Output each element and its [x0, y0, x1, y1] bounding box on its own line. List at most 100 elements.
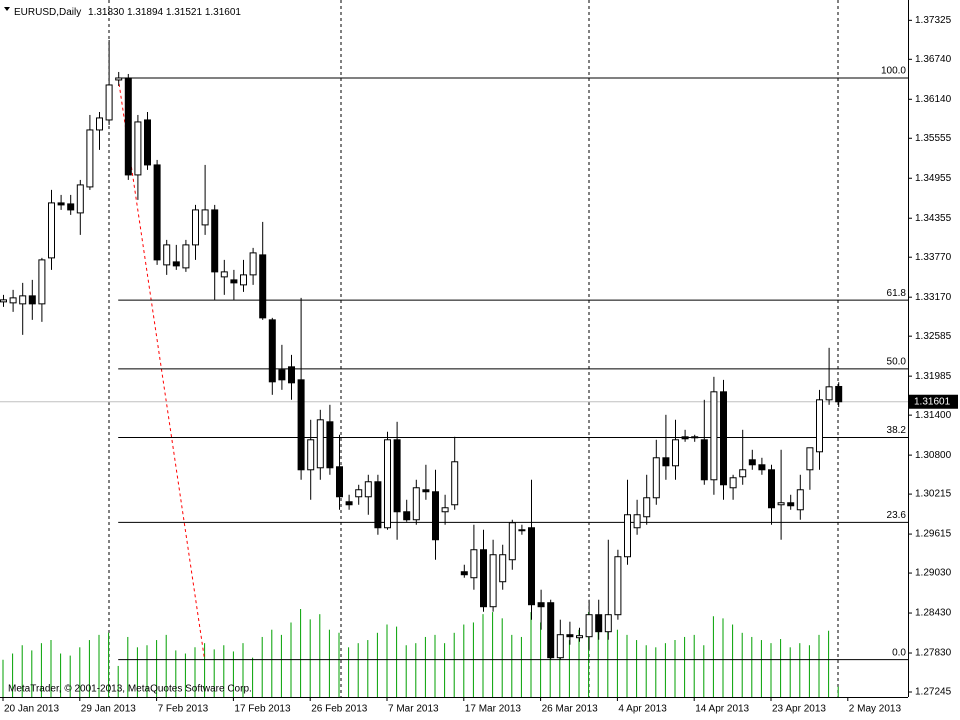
x-tick-label: 17 Feb 2013 [234, 704, 291, 715]
x-tick-label: 7 Mar 2013 [388, 704, 439, 715]
y-tick-label: 1.29030 [915, 568, 952, 579]
y-tick-label: 1.31400 [915, 410, 952, 421]
candle-body [652, 457, 660, 499]
fib-level-label: 61.8 [887, 288, 907, 299]
x-tick-label: 29 Jan 2013 [81, 704, 136, 715]
candle-body [364, 481, 372, 498]
candle-body [835, 385, 843, 403]
price-box-label: 1.31601 [914, 396, 951, 407]
plot: 100.0 61.8 50.0 38.2 23.6 0.0 [0, 39, 908, 697]
candle-body [38, 259, 46, 305]
x-tick-label: 20 Jan 2013 [4, 704, 59, 715]
candle-body [681, 436, 689, 440]
candle-body [230, 279, 238, 284]
header: EURUSD,Daily 1.31830 1.31894 1.31521 1.3… [14, 7, 241, 18]
candle-body [153, 164, 161, 261]
candle-body [595, 614, 603, 633]
y-tick-label: 1.27830 [915, 648, 952, 659]
x-tick-label: 2 May 2013 [849, 704, 902, 715]
candle-body [633, 514, 641, 529]
x-tick-label: 17 Mar 2013 [465, 704, 522, 715]
candle-body [556, 634, 564, 659]
candle-body [422, 489, 430, 493]
candle-body [643, 497, 651, 518]
candle-body [86, 129, 94, 188]
fib-level-label: 100.0 [881, 66, 906, 77]
candle-body [614, 556, 622, 616]
candle-body [624, 514, 631, 558]
x-tick-label: 26 Feb 2013 [311, 704, 368, 715]
candle-body [547, 602, 555, 659]
candle-body [691, 436, 699, 439]
candle-body [748, 459, 756, 466]
candle-body [710, 391, 718, 481]
y-tick-label: 1.29615 [915, 529, 952, 540]
candle-body [115, 77, 123, 81]
candle-body [192, 209, 199, 246]
candle-body [134, 121, 142, 176]
high-label: 1.31894 [127, 7, 164, 18]
candle-body [796, 489, 804, 511]
candle-body [182, 244, 190, 269]
candle-body [384, 439, 391, 529]
candle-body [672, 439, 679, 467]
candle-body [432, 491, 439, 541]
fib-level-label: 38.2 [887, 425, 907, 436]
candle-body [451, 461, 459, 506]
candle-body [268, 319, 276, 383]
low-label: 1.31521 [166, 7, 203, 18]
open-label: 1.31830 [88, 7, 125, 18]
candle-body [124, 77, 132, 176]
y-tick-label: 1.27245 [915, 687, 952, 698]
candle-body [470, 549, 478, 579]
y-tick-label: 1.35555 [915, 133, 952, 144]
candle-body [172, 261, 180, 267]
candle-body [662, 457, 670, 467]
candle-body [9, 297, 17, 304]
candle-body [259, 254, 267, 319]
candle-body [76, 184, 84, 214]
candle-body [508, 522, 516, 561]
price-box [909, 394, 958, 409]
candle-body [393, 439, 401, 513]
candle-body [307, 439, 315, 471]
candle-body [777, 502, 785, 506]
candle-body [537, 602, 545, 608]
y-tick-label: 1.33770 [915, 252, 952, 263]
copyright: MetaTrader, © 2001-2013, MetaQuotes Soft… [8, 684, 252, 695]
candle-body [758, 464, 766, 471]
candle-body [144, 119, 151, 166]
fib-level-label: 23.6 [887, 510, 907, 521]
candle-body [604, 614, 612, 633]
candle-body [585, 614, 593, 638]
candle-body [288, 366, 295, 384]
fib-level-label: 50.0 [887, 356, 907, 367]
candle-body [700, 439, 708, 481]
candle-body [528, 527, 535, 606]
candle-body [499, 554, 507, 583]
x-tick-label: 7 Feb 2013 [158, 704, 209, 715]
candle-body [518, 529, 526, 532]
candle-body [163, 244, 171, 266]
y-tick-label: 1.32585 [915, 331, 952, 342]
fib-level-label: 0.0 [892, 647, 906, 658]
menu-arrow[interactable] [4, 7, 10, 11]
symbol: EURUSD,Daily [14, 7, 81, 18]
candle-body [105, 84, 113, 121]
x-tick-label: 14 Apr 2013 [695, 704, 749, 715]
y-tick-label: 1.34955 [915, 173, 952, 184]
candle-body [201, 209, 209, 226]
candle-body [489, 554, 497, 608]
candle-body [28, 295, 36, 305]
candle-body [720, 391, 727, 486]
y-tick-label: 1.36140 [915, 94, 952, 105]
y-tick-label: 1.28430 [915, 608, 952, 619]
candle-body [825, 386, 833, 401]
candle-body [211, 209, 219, 273]
candle-body [460, 571, 468, 576]
y-tick-label: 1.33170 [915, 292, 952, 303]
candle-body [480, 549, 487, 608]
x-tick-label: 23 Apr 2013 [772, 704, 826, 715]
candle-body [768, 469, 775, 509]
